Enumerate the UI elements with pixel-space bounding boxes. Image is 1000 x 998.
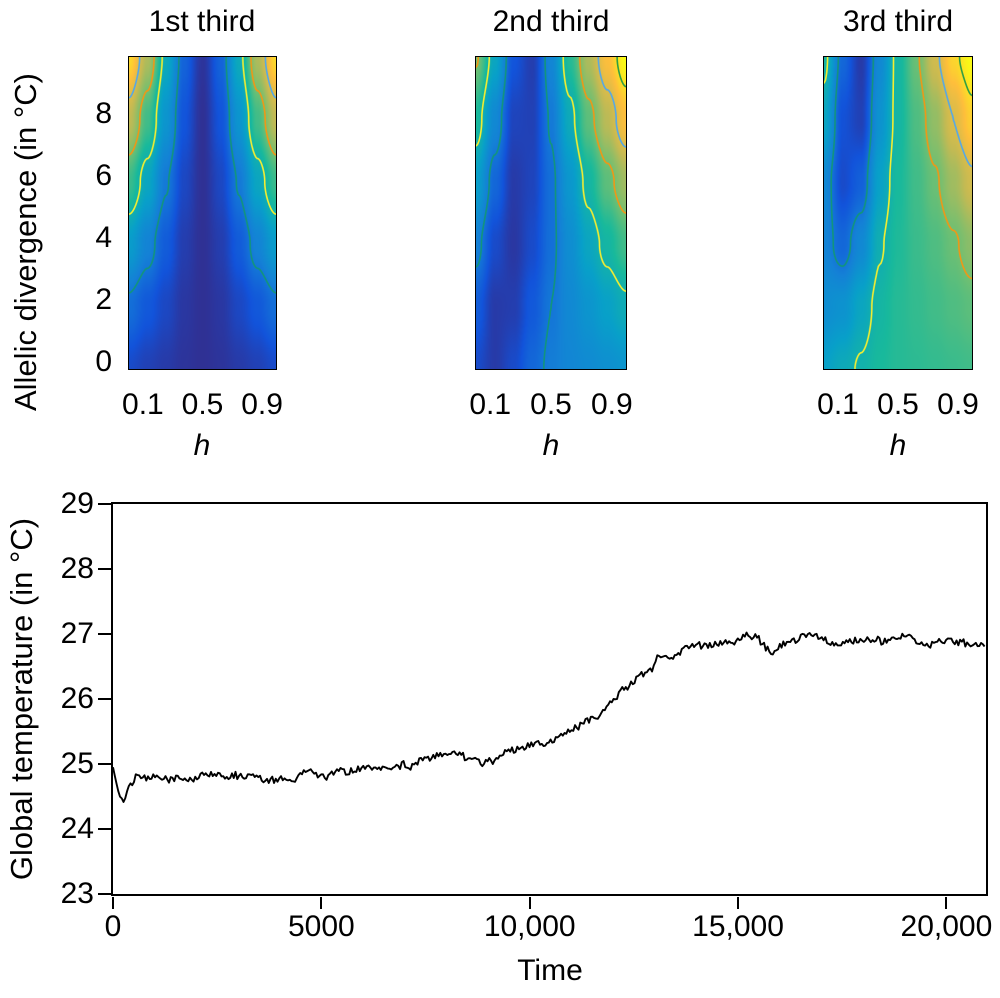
time-tick-label: 15,000 (692, 910, 784, 943)
h-axis-label-2: h (542, 429, 560, 462)
temperature-tick-label: 27 (60, 617, 94, 650)
h-tick-label: 0.5 (877, 388, 919, 421)
allelic-y-tick-label: 2 (95, 283, 112, 316)
panel-title-2nd-third: 2nd third (492, 5, 610, 38)
temperature-tick-mark (98, 633, 111, 635)
h-tick-label: 0.9 (937, 388, 979, 421)
heatmap-panel-3 (823, 56, 973, 370)
temperature-tick-label: 29 (60, 487, 94, 520)
time-tick-mark (112, 897, 114, 909)
temperature-line-canvas (113, 504, 986, 894)
heatmap-panel-1 (128, 56, 277, 370)
time-tick-mark (945, 897, 948, 909)
h-tick-label: 0.1 (122, 388, 164, 421)
allelic-y-tick-label: 0 (95, 345, 112, 378)
temperature-tick-label: 25 (60, 747, 94, 780)
time-tick-label: 10,000 (483, 910, 576, 943)
temperature-tick-mark (98, 568, 111, 570)
temperature-tick-mark (98, 893, 111, 895)
time-tick-mark (320, 897, 323, 909)
temperature-tick-label: 26 (60, 682, 94, 715)
temperature-plot-area (111, 502, 988, 896)
h-tick-label: 0.5 (530, 388, 572, 421)
allelic-y-tick-label: 8 (95, 97, 112, 130)
h-tick-label: 0.5 (181, 388, 224, 421)
temperature-tick-label: 23 (60, 877, 94, 910)
heatmap-canvas-2 (476, 57, 626, 369)
time-tick-label: 5000 (287, 910, 355, 943)
heatmap-canvas-3 (824, 57, 972, 369)
panel-title-3rd-third: 3rd third (842, 5, 954, 38)
h-tick-label: 0.1 (817, 388, 859, 421)
time-tick-mark (737, 897, 740, 909)
temperature-tick-mark (98, 763, 111, 765)
h-tick-label: 0.9 (241, 388, 283, 421)
time-axis-label: Time (517, 954, 583, 987)
allelic-y-tick-label: 6 (95, 159, 112, 192)
h-tick-label: 0.9 (590, 388, 633, 421)
h-tick-label: 0.1 (469, 388, 512, 421)
time-tick-mark (528, 897, 531, 909)
allelic-y-tick-label: 4 (95, 221, 112, 254)
allelic-divergence-axis-label: Allelic divergence (in °C) (8, 72, 43, 412)
panel-title-1st-third: 1st third (148, 5, 256, 38)
heatmap-canvas-1 (129, 57, 276, 369)
time-tick-label: 0 (104, 910, 122, 943)
temperature-tick-mark (98, 828, 111, 830)
h-axis-label-1: h (193, 429, 211, 462)
heatmap-panel-2 (475, 56, 627, 370)
temperature-tick-label: 28 (60, 552, 94, 585)
h-axis-label-3: h (889, 429, 907, 462)
temperature-tick-label: 24 (60, 812, 94, 845)
temperature-tick-mark (98, 503, 111, 505)
time-tick-label: 20,000 (900, 910, 993, 943)
temperature-tick-mark (98, 698, 111, 700)
